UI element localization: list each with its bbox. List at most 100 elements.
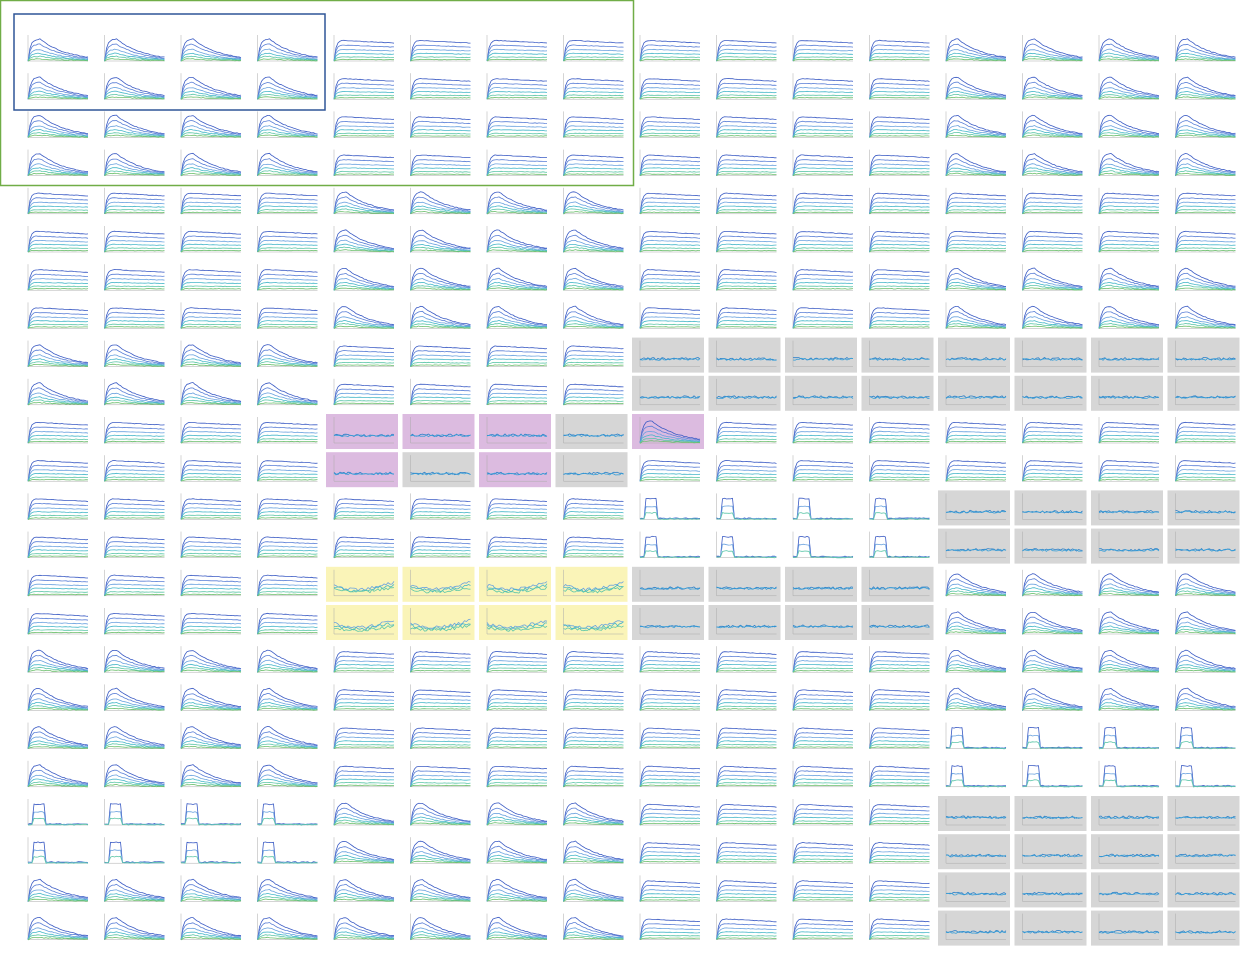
thumbnail bbox=[96, 261, 169, 297]
trace bbox=[716, 708, 777, 711]
thumbnail bbox=[173, 910, 245, 946]
trace bbox=[945, 134, 1007, 138]
trace bbox=[639, 94, 701, 100]
trace bbox=[869, 670, 930, 673]
trace bbox=[792, 87, 854, 100]
trace bbox=[563, 698, 624, 711]
thumbnail bbox=[632, 299, 704, 335]
trace bbox=[639, 173, 701, 177]
trace bbox=[257, 746, 318, 749]
trace bbox=[333, 545, 395, 558]
thumbnail bbox=[402, 184, 475, 220]
trace bbox=[792, 431, 853, 444]
trace bbox=[333, 392, 395, 405]
trace bbox=[257, 96, 318, 100]
trace bbox=[792, 820, 854, 826]
thumbnail bbox=[632, 32, 704, 67]
trace bbox=[639, 425, 701, 443]
trace bbox=[1022, 320, 1083, 329]
trace bbox=[180, 743, 241, 749]
thumbnail bbox=[708, 643, 781, 679]
thumbnail bbox=[555, 796, 628, 831]
trace bbox=[639, 129, 701, 138]
trace bbox=[333, 364, 394, 368]
trace bbox=[410, 851, 471, 864]
trace bbox=[104, 811, 165, 826]
thumbnail bbox=[249, 643, 322, 679]
trace bbox=[180, 472, 241, 482]
trace bbox=[104, 239, 165, 253]
trace bbox=[945, 52, 1007, 62]
trace bbox=[945, 325, 1007, 329]
trace bbox=[869, 550, 930, 559]
trace bbox=[563, 670, 624, 673]
trace bbox=[486, 287, 548, 291]
thumbnail bbox=[1014, 910, 1087, 946]
trace bbox=[1098, 249, 1160, 253]
trace bbox=[104, 125, 165, 138]
trace bbox=[486, 249, 547, 253]
thumbnail bbox=[173, 375, 245, 411]
thumbnail bbox=[861, 605, 934, 640]
trace bbox=[1098, 306, 1159, 329]
trace bbox=[1175, 478, 1236, 482]
trace bbox=[1098, 438, 1160, 444]
trace bbox=[257, 896, 318, 902]
trace bbox=[410, 587, 471, 594]
trace bbox=[716, 426, 777, 443]
trace bbox=[1022, 395, 1083, 399]
trace bbox=[104, 664, 165, 673]
trace bbox=[333, 740, 395, 749]
trace bbox=[27, 927, 89, 940]
trace bbox=[945, 247, 1007, 253]
thumbnail bbox=[861, 681, 934, 717]
thumbnail-bg bbox=[1091, 872, 1163, 908]
trace bbox=[486, 822, 548, 826]
trace bbox=[716, 937, 777, 940]
thumbnail bbox=[1167, 834, 1240, 870]
trace bbox=[257, 201, 318, 214]
trace bbox=[104, 740, 165, 749]
trace bbox=[486, 583, 548, 593]
trace bbox=[257, 349, 318, 367]
trace bbox=[945, 249, 1007, 253]
trace bbox=[563, 507, 624, 520]
trace bbox=[1175, 734, 1236, 749]
trace bbox=[716, 163, 777, 176]
trace bbox=[180, 631, 241, 635]
trace bbox=[792, 357, 854, 361]
thumbnail-bg bbox=[785, 337, 857, 373]
trace bbox=[486, 173, 548, 177]
trace bbox=[486, 927, 548, 940]
trace bbox=[104, 511, 165, 520]
trace bbox=[945, 167, 1006, 176]
trace bbox=[410, 813, 471, 826]
trace bbox=[104, 426, 165, 444]
trace bbox=[180, 43, 242, 62]
trace bbox=[27, 247, 89, 253]
trace bbox=[945, 90, 1007, 100]
thumbnail-bg bbox=[785, 528, 857, 564]
trace bbox=[716, 288, 777, 291]
trace bbox=[410, 472, 471, 476]
trace bbox=[333, 116, 395, 138]
trace bbox=[27, 55, 88, 62]
trace bbox=[486, 698, 548, 711]
trace bbox=[27, 460, 89, 482]
thumbnail-bg bbox=[1014, 910, 1087, 946]
trace bbox=[410, 433, 471, 437]
trace bbox=[410, 746, 471, 750]
thumbnail-bg bbox=[326, 605, 398, 640]
thumbnail bbox=[1167, 32, 1240, 67]
thumbnail bbox=[938, 643, 1010, 679]
trace bbox=[486, 702, 547, 711]
trace bbox=[1175, 167, 1236, 176]
trace bbox=[639, 937, 700, 941]
trace bbox=[180, 613, 241, 635]
trace bbox=[333, 325, 395, 330]
trace bbox=[27, 669, 89, 673]
thumbnail bbox=[938, 70, 1010, 106]
trace bbox=[104, 382, 165, 405]
trace bbox=[945, 426, 1007, 443]
trace bbox=[257, 438, 318, 444]
